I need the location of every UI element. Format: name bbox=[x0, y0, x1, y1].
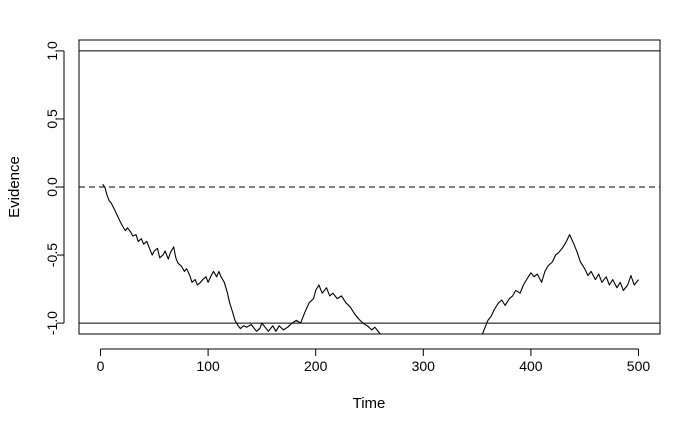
reference-lines bbox=[79, 50, 660, 324]
y-tick-label: -1.0 bbox=[44, 311, 60, 335]
y-axis: -1.0 -0.5 0.0 0.5 1.0 bbox=[44, 41, 65, 335]
x-tick-label: 300 bbox=[412, 358, 436, 374]
x-tick-label: 100 bbox=[196, 358, 220, 374]
series-layer bbox=[102, 183, 639, 334]
x-axis: 0 100 200 300 400 500 bbox=[97, 348, 651, 374]
x-tick-label: 400 bbox=[519, 358, 543, 374]
y-tick-label: 0.5 bbox=[44, 109, 60, 129]
series-line-0 bbox=[102, 183, 381, 334]
x-tick-label: 0 bbox=[97, 358, 105, 374]
y-axis-title: Evidence bbox=[6, 156, 23, 218]
y-tick-label: -0.5 bbox=[44, 243, 60, 267]
x-tick-label: 200 bbox=[304, 358, 328, 374]
y-tick-label: 0.0 bbox=[44, 177, 60, 197]
series-line-1 bbox=[481, 234, 639, 334]
x-tick-label: 500 bbox=[627, 358, 651, 374]
y-tick-label: 1.0 bbox=[44, 41, 60, 61]
x-axis-title: Time bbox=[353, 395, 386, 412]
